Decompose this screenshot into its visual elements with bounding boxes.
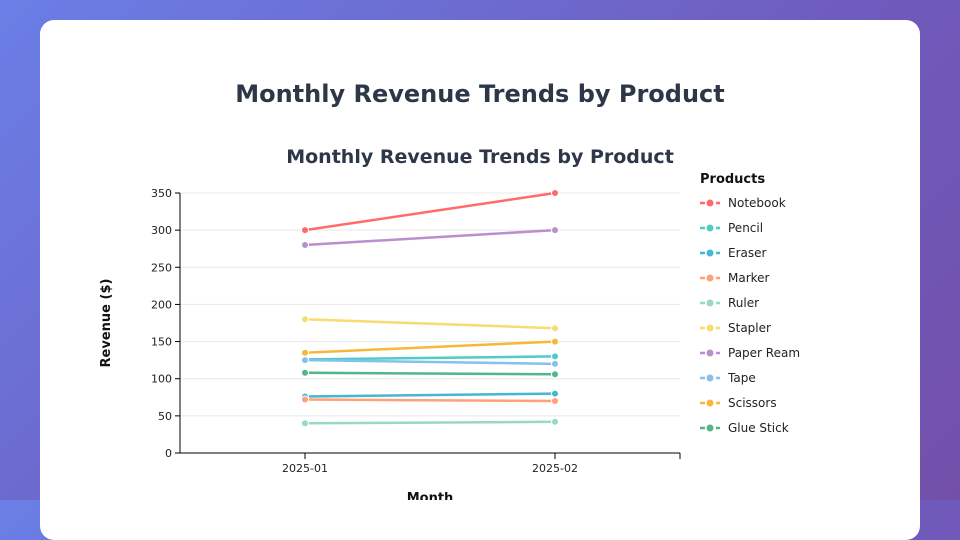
legend-label: Paper Ream [728, 346, 800, 360]
series-line [304, 358, 556, 366]
series-line [304, 318, 556, 330]
series-line [304, 340, 556, 354]
data-point [301, 226, 309, 235]
legend-marker [706, 349, 714, 357]
data-point [301, 356, 309, 365]
series-line [304, 420, 556, 425]
legend-label: Notebook [728, 196, 786, 210]
data-point [301, 348, 309, 357]
legend-label: Eraser [728, 246, 767, 260]
legend-item[interactable]: Ruler [700, 296, 759, 310]
series-line [304, 191, 556, 232]
legend-marker [706, 274, 714, 282]
page-title: Monthly Revenue Trends by Product [235, 80, 725, 108]
data-point [551, 324, 559, 333]
legend-item[interactable]: Eraser [700, 246, 767, 260]
series-line [304, 355, 556, 361]
legend-label: Marker [728, 271, 770, 285]
data-point [551, 226, 559, 235]
y-tick-label: 100 [151, 373, 172, 386]
legend-marker [706, 324, 714, 332]
y-tick-label: 250 [151, 261, 172, 274]
series-glue-stick [301, 368, 559, 379]
legend-marker [706, 374, 714, 382]
legend-item[interactable]: Scissors [700, 396, 777, 410]
legend-marker [706, 199, 714, 207]
y-tick-label: 300 [151, 224, 172, 237]
series-ruler [301, 417, 559, 428]
series-scissors [301, 337, 559, 357]
series-notebook [301, 189, 559, 235]
legend-label: Pencil [728, 221, 763, 235]
data-point [551, 417, 559, 426]
legend-marker [706, 299, 714, 307]
legend-item[interactable]: Marker [700, 271, 770, 285]
legend-label: Glue Stick [728, 421, 789, 435]
legend-marker [706, 249, 714, 257]
legend-item[interactable]: Pencil [700, 221, 763, 235]
y-tick-label: 50 [158, 410, 172, 423]
data-point [551, 370, 559, 379]
series-marker [301, 395, 559, 405]
series-tape [301, 356, 559, 368]
legend-item[interactable]: Tape [700, 371, 756, 385]
series-stapler [301, 315, 559, 333]
y-tick-label: 0 [165, 447, 172, 460]
series-paper-ream [301, 226, 559, 249]
chart-title: Monthly Revenue Trends by Product [286, 146, 674, 168]
data-point [551, 389, 559, 398]
legend-label: Ruler [728, 296, 759, 310]
x-tick-label: 2025-01 [282, 462, 328, 475]
legend-label: Scissors [728, 396, 777, 410]
legend-item[interactable]: Glue Stick [700, 421, 789, 435]
legend-label: Tape [727, 371, 756, 385]
data-point [551, 359, 559, 368]
series-line [304, 371, 556, 376]
x-axis-label: Month [407, 491, 454, 500]
series-line [304, 228, 556, 247]
legend-marker [706, 224, 714, 232]
series-line [304, 398, 556, 403]
series-line [304, 392, 556, 398]
legend-title: Products [700, 172, 765, 187]
data-point [551, 397, 559, 405]
y-tick-label: 150 [151, 336, 172, 349]
data-point [551, 352, 559, 361]
legend-label: Stapler [728, 321, 771, 335]
data-point [301, 368, 309, 377]
data-point [551, 189, 559, 197]
data-point [301, 395, 309, 404]
y-tick-label: 200 [151, 298, 172, 311]
legend-item[interactable]: Stapler [700, 321, 771, 335]
data-point [301, 315, 309, 324]
y-axis-label: Revenue ($) [99, 279, 114, 368]
y-tick-label: 350 [151, 187, 172, 200]
data-point [301, 419, 309, 428]
legend-item[interactable]: Paper Ream [700, 346, 800, 360]
legend-marker [706, 399, 714, 407]
x-tick-label: 2025-02 [532, 462, 578, 475]
legend-marker [706, 424, 714, 432]
data-point [301, 241, 309, 249]
legend-item[interactable]: Notebook [700, 196, 786, 210]
data-point [551, 337, 559, 346]
line-chart: Monthly Revenue Trends by Product Revenu… [99, 146, 800, 500]
